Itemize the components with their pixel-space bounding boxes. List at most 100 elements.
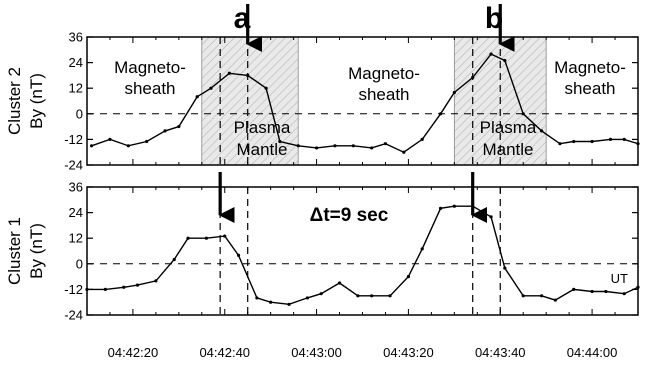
top-data-point [622, 137, 626, 141]
top-ytick-label: 12 [69, 81, 83, 96]
bot-data-point [521, 294, 525, 298]
top-data-point [195, 95, 199, 99]
top-series [89, 52, 640, 154]
bot-ytick-label: 24 [69, 205, 83, 220]
x-tick-label: 04:43:20 [383, 345, 434, 360]
bot-data-point [590, 289, 594, 294]
marker-b-label: b [485, 2, 503, 35]
top-data-point [521, 112, 525, 116]
bot-data-point [438, 206, 443, 210]
bot-data-point [154, 279, 158, 283]
plasma-mantle-label-1-line2: Mantle [236, 140, 287, 159]
top-data-point [558, 142, 562, 146]
top-y-ticks: 36 24 12 0 -12 -24 [64, 30, 639, 173]
top-data-point [333, 144, 337, 148]
ut-label: UT [611, 271, 628, 286]
bottom-x-ticks: 04:42:20 04:42:40 04:43:00 04:43:20 04:43:40… [108, 345, 618, 360]
top-panel: 36 24 12 0 -12 -24 Cluster 2 By (nT) Magneto-… [5, 2, 640, 173]
top-data-point [572, 139, 576, 144]
magnetosheath-label-1-line2: sheath [124, 79, 175, 98]
top-data-point [402, 150, 406, 154]
top-ylabel-line2: By (nT) [27, 73, 46, 129]
top-event-lines [219, 37, 501, 165]
magnetosheath-label-3-line2: sheath [564, 79, 615, 98]
top-ytick-label: -24 [64, 158, 83, 173]
top-data-point [296, 144, 300, 148]
bot-data-point [269, 300, 273, 304]
top-data-point [145, 139, 149, 144]
top-ytick-label: -12 [64, 132, 83, 147]
plasma-mantle-label-2-line2: Mantle [482, 140, 533, 159]
top-data-point [227, 71, 231, 75]
top-data-point [452, 90, 456, 95]
bot-data-point [452, 204, 456, 208]
x-tick-label: 04:44:00 [567, 345, 618, 360]
top-data-point [636, 142, 640, 146]
top-data-point [314, 146, 319, 150]
bot-data-point [122, 285, 126, 289]
top-data-point [383, 142, 388, 146]
bot-data-point [489, 215, 493, 219]
bot-ytick-label: 0 [76, 256, 83, 271]
bot-data-point [420, 247, 424, 251]
x-tick-label: 04:42:40 [199, 345, 250, 360]
top-data-point [278, 139, 282, 144]
top-data-point [246, 73, 250, 77]
top-arrows [246, 4, 515, 52]
x-tick-label: 04:43:00 [291, 345, 342, 360]
bottom-arrows [218, 172, 488, 223]
plasma-mantle-region [201, 36, 299, 166]
top-data-point [489, 52, 493, 56]
magnetosheath-label-1: Magneto- [114, 58, 186, 77]
bot-data-point [370, 294, 374, 298]
top-ylabel-line1: Cluster 2 [5, 67, 24, 135]
bot-data-point [388, 294, 392, 298]
bot-ytick-label: -12 [64, 282, 83, 297]
top-data-point [108, 137, 112, 141]
bottom-ylabel-line1: Cluster 1 [5, 217, 24, 285]
bot-data-point [204, 236, 208, 240]
bot-ytick-label: 12 [69, 231, 83, 246]
top-data-point [163, 129, 167, 133]
top-ytick-label: 0 [76, 106, 83, 121]
magnetosheath-label-2-line2: sheath [358, 85, 409, 104]
bot-data-point [319, 292, 323, 296]
bottom-ylabel-line2: By (nT) [27, 223, 46, 279]
top-data-point [539, 129, 544, 133]
bot-data-point [305, 296, 309, 300]
top-data-point [209, 86, 213, 90]
bot-data-point [503, 266, 507, 270]
top-data-point [608, 137, 613, 141]
top-data-point [264, 86, 268, 90]
bot-data-point [172, 257, 176, 262]
top-ytick-label: 24 [69, 55, 83, 70]
bot-data-point [553, 298, 557, 302]
top-data-point [590, 139, 594, 144]
bot-data-point [135, 283, 140, 287]
bot-data-point [186, 236, 190, 240]
bot-data-point [103, 287, 107, 291]
bot-series-line [87, 205, 639, 306]
bot-data-point [337, 281, 342, 285]
x-tick-label: 04:42:20 [108, 345, 159, 360]
top-data-point [438, 112, 443, 116]
delta-t-label: Δt=9 sec [310, 205, 389, 226]
bot-data-point [604, 289, 608, 294]
bot-data-point [406, 275, 411, 279]
top-data-point [503, 58, 507, 63]
top-data-point [351, 144, 355, 148]
bot-ytick-label: -24 [64, 308, 83, 323]
bot-data-point [356, 294, 360, 298]
bot-data-point [85, 287, 89, 291]
plasma-mantle-label-2: Plasma [480, 118, 537, 137]
top-data-point [420, 137, 424, 141]
top-data-point [471, 75, 475, 80]
x-tick-label: 04:43:40 [475, 345, 526, 360]
bot-data-point [255, 296, 259, 300]
bot-data-point [223, 234, 227, 238]
top-data-point [126, 144, 130, 148]
top-data-point [370, 146, 374, 150]
magnetosheath-label-2: Magneto- [348, 64, 420, 83]
top-ytick-label: 36 [69, 30, 83, 45]
